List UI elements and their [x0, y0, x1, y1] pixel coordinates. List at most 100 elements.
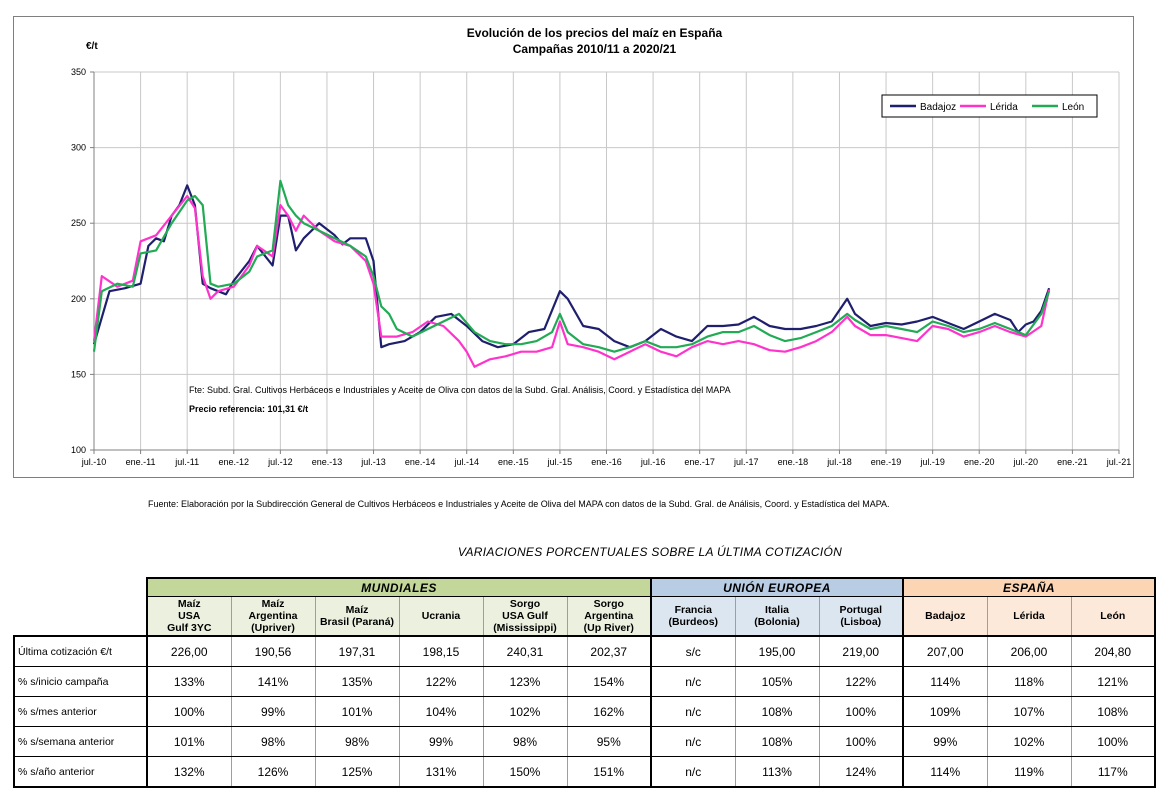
price-line-chart: Evolución de los precios del maíz en Esp…: [71, 26, 1132, 467]
table-cell: s/c: [651, 636, 736, 667]
table-cell: 105%: [735, 666, 820, 697]
column-header-line: USA: [178, 610, 201, 622]
table-cell: 119%: [987, 756, 1072, 788]
column-header: Francia (Burdeos): [651, 596, 736, 637]
table-cell: 99%: [903, 726, 988, 757]
table-cell: 100%: [819, 726, 904, 757]
column-header-line: Maíz: [345, 604, 369, 616]
column-header-line: Portugal: [839, 604, 883, 616]
table-cell: 219,00: [819, 636, 904, 667]
table-cell: 226,00: [146, 636, 232, 667]
group-mundiales: MUNDIALES: [146, 577, 652, 597]
column-header: Sorgo Argentina (Up River): [567, 596, 652, 637]
table-cell: 108%: [1071, 696, 1156, 727]
x-tick-label: ene.-21: [1057, 457, 1088, 467]
x-tick-label: ene.-18: [778, 457, 809, 467]
row-label: % s/mes anterior: [13, 696, 148, 727]
variations-table: MUNDIALES UNIÓN EUROPEA ESPAÑA Maíz USA Gu…: [13, 577, 1156, 788]
source-note: Fuente: Elaboración por la Subdirección …: [148, 499, 890, 509]
table-cell: 133%: [146, 666, 232, 697]
table-cell: n/c: [651, 666, 736, 697]
table-cell: 121%: [1071, 666, 1156, 697]
x-tick-label: ene.-17: [684, 457, 715, 467]
chart-container: Evolución de los precios del maíz en Esp…: [13, 16, 1134, 478]
table-cell: n/c: [651, 756, 736, 788]
series-line-len: [92, 179, 1051, 353]
table-cell: 98%: [231, 726, 316, 757]
column-header-line: (Lisboa): [840, 616, 882, 628]
x-tick-label: jul.-16: [640, 457, 666, 467]
y-tick-label: 300: [71, 143, 86, 153]
column-header-line: Italia: [765, 604, 789, 616]
column-header-line: Sorgo: [593, 598, 624, 610]
legend-box: [881, 94, 1098, 118]
table-cell: 132%: [146, 756, 232, 788]
table-row: % s/mes anterior 100% 99% 101% 104% 102% 162% n…: [13, 696, 1156, 727]
table-cell: 113%: [735, 756, 820, 788]
table-cell: 190,56: [231, 636, 316, 667]
table-cell: 100%: [1071, 726, 1156, 757]
column-header-line: Argentina: [248, 610, 298, 622]
x-tick-label: ene.-14: [405, 457, 436, 467]
column-header-line: (Upriver): [251, 622, 295, 634]
reference-price-annotation: Precio referencia: 101,31 €/t: [189, 404, 308, 414]
table-cell: 202,37: [567, 636, 652, 667]
column-header: Sorgo USA Gulf (Mississippi): [483, 596, 568, 637]
table-cell: 100%: [146, 696, 232, 727]
x-tick-label: jul.-11: [174, 457, 199, 467]
x-tick-label: jul.-21: [1106, 457, 1132, 467]
column-header-line: León: [1100, 610, 1126, 622]
table-cell: 107%: [987, 696, 1072, 727]
column-header: Maíz USA Gulf 3YC: [146, 596, 232, 637]
column-header-line: Francia: [674, 604, 712, 616]
table-cell: n/c: [651, 696, 736, 727]
table-cell: 101%: [315, 696, 400, 727]
table-cell: 122%: [399, 666, 484, 697]
x-tick-label: jul.-13: [360, 457, 386, 467]
x-tick-label: jul.-12: [267, 457, 293, 467]
table-cell: 117%: [1071, 756, 1156, 788]
row-label: % s/año anterior: [13, 756, 148, 788]
column-header: Italia (Bolonia): [735, 596, 820, 637]
column-header: Maíz Argentina (Upriver): [231, 596, 316, 637]
x-tick-label: jul.-15: [547, 457, 573, 467]
table-cell: 100%: [819, 696, 904, 727]
table-row: % s/inicio campaña 133% 141% 135% 122% 123% 15…: [13, 666, 1156, 697]
table-cell: 198,15: [399, 636, 484, 667]
table-cell: 206,00: [987, 636, 1072, 667]
table-cell: 98%: [483, 726, 568, 757]
x-tick-label: ene.-16: [591, 457, 622, 467]
group-header-row: MUNDIALES UNIÓN EUROPEA ESPAÑA: [14, 577, 1156, 597]
table-cell: 98%: [315, 726, 400, 757]
table-cell: n/c: [651, 726, 736, 757]
table-cell: 154%: [567, 666, 652, 697]
y-axis-label: €/t: [86, 41, 98, 52]
column-header: Portugal (Lisboa): [819, 596, 904, 637]
column-header-line: (Mississippi): [493, 622, 557, 634]
x-tick-label: jul.-17: [733, 457, 759, 467]
x-tick-label: jul.-10: [81, 457, 107, 467]
column-header-line: Lérida: [1013, 610, 1045, 622]
column-header-line: (Burdeos): [668, 616, 719, 628]
table-cell: 114%: [903, 756, 988, 788]
y-tick-label: 200: [71, 294, 86, 304]
group-union-europea: UNIÓN EUROPEA: [651, 577, 904, 597]
table-cell: 118%: [987, 666, 1072, 697]
table-cell: 108%: [735, 726, 820, 757]
y-tick-label: 250: [71, 218, 86, 228]
row-label: Última cotización €/t: [13, 635, 148, 667]
x-tick-label: jul.-18: [826, 457, 852, 467]
column-header-line: Ucrania: [421, 610, 461, 622]
table-cell: 125%: [315, 756, 400, 788]
column-header-line: (Up River): [583, 622, 634, 634]
table-cell: 109%: [903, 696, 988, 727]
table-cell: 240,31: [483, 636, 568, 667]
x-tick-label: ene.-12: [219, 457, 250, 467]
table-cell: 99%: [399, 726, 484, 757]
table-cell: 195,00: [735, 636, 820, 667]
table-row: % s/año anterior 132% 126% 125% 131% 150% 151%…: [13, 756, 1156, 788]
x-tick-label: jul.-19: [919, 457, 945, 467]
column-header: León: [1071, 596, 1156, 637]
x-tick-label: jul.-14: [453, 457, 479, 467]
x-tick-label: ene.-20: [964, 457, 995, 467]
